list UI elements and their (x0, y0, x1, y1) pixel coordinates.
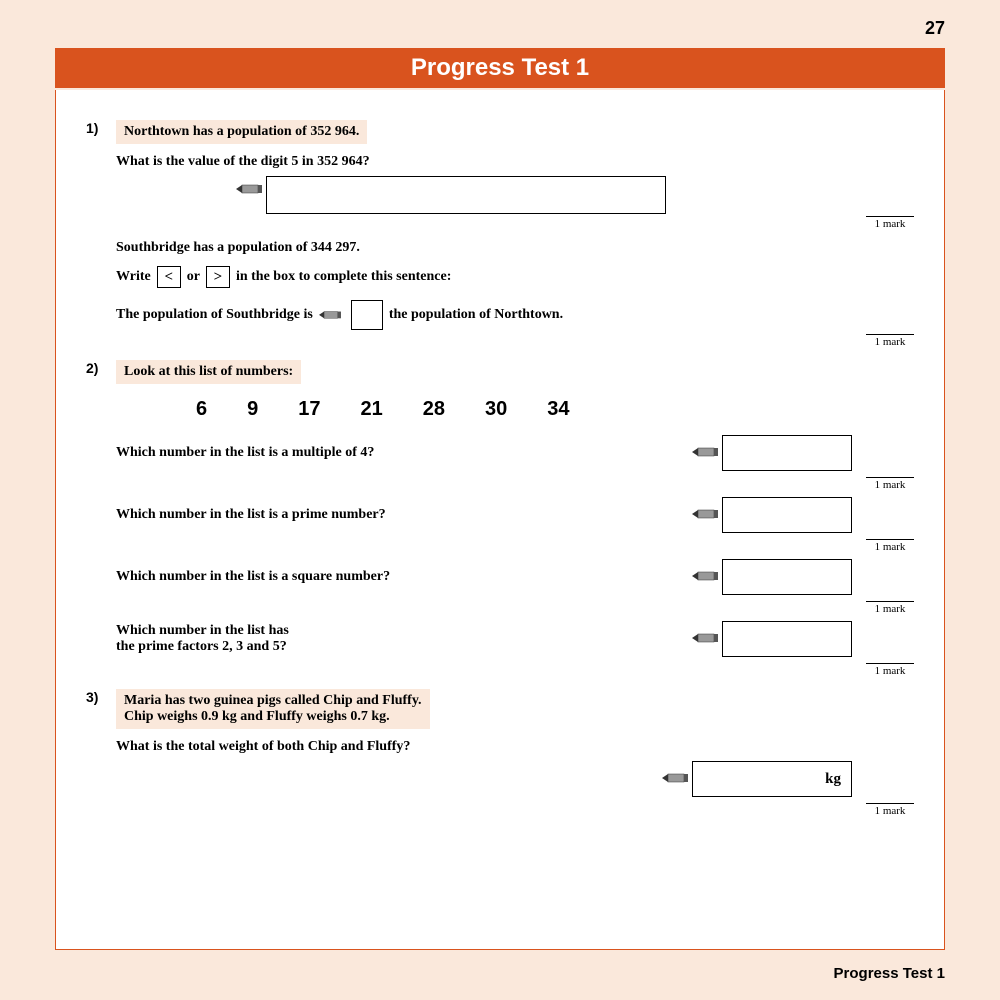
pencil-icon (236, 182, 262, 196)
pencil-icon (692, 569, 718, 583)
pencil-icon (692, 631, 718, 645)
gt-symbol-box: > (206, 266, 230, 288)
pencil-icon (692, 445, 718, 459)
question-number: 1) (86, 120, 116, 136)
q1-south-text: Southbridge has a population of 344 297. (116, 240, 914, 256)
mark-badge: 1 mark (866, 477, 914, 491)
q1-sentence: The population of Southbridge is the pop… (116, 300, 914, 330)
title-bar: Progress Test 1 (55, 48, 945, 88)
question-2: 2) Look at this list of numbers: 6 9 17 … (86, 360, 914, 683)
mark-badge: 1 mark (866, 334, 914, 348)
question-3: 3) Maria has two guinea pigs called Chip… (86, 689, 914, 823)
q2-sub-c: Which number in the list is a square num… (116, 569, 692, 585)
mark-badge: 1 mark (866, 539, 914, 553)
comparison-fill-box[interactable] (351, 300, 383, 330)
mark-badge: 1 mark (866, 601, 914, 615)
answer-box[interactable] (722, 435, 852, 471)
answer-box[interactable] (722, 621, 852, 657)
pencil-icon (692, 507, 718, 521)
q2-sub-d: Which number in the list has the prime f… (116, 623, 692, 655)
footer-label: Progress Test 1 (834, 965, 945, 982)
number-list: 6 9 17 21 28 30 34 (196, 398, 914, 421)
question-number: 2) (86, 360, 116, 376)
answer-box[interactable] (266, 176, 666, 214)
q1-intro: Northtown has a population of 352 964. (116, 120, 367, 144)
q1-write-instruction: Write < or > in the box to complete this… (116, 266, 914, 288)
pencil-icon (319, 309, 341, 321)
q1-sub-a: What is the value of the digit 5 in 352 … (116, 154, 914, 170)
q3-sub-a: What is the total weight of both Chip an… (116, 739, 914, 755)
mark-badge: 1 mark (866, 663, 914, 677)
pencil-icon (662, 771, 688, 785)
mark-badge: 1 mark (866, 803, 914, 817)
question-1: 1) Northtown has a population of 352 964… (86, 120, 914, 354)
answer-box[interactable] (722, 559, 852, 595)
mark-badge: 1 mark (866, 216, 914, 230)
q2-intro: Look at this list of numbers: (116, 360, 301, 384)
lt-symbol-box: < (157, 266, 181, 288)
q2-sub-b: Which number in the list is a prime numb… (116, 507, 692, 523)
question-number: 3) (86, 689, 116, 705)
q3-intro: Maria has two guinea pigs called Chip an… (116, 689, 430, 729)
content-frame: 1) Northtown has a population of 352 964… (55, 90, 945, 950)
page-number: 27 (925, 18, 945, 39)
answer-box[interactable]: kg (692, 761, 852, 797)
answer-box[interactable] (722, 497, 852, 533)
q2-sub-a: Which number in the list is a multiple o… (116, 445, 692, 461)
